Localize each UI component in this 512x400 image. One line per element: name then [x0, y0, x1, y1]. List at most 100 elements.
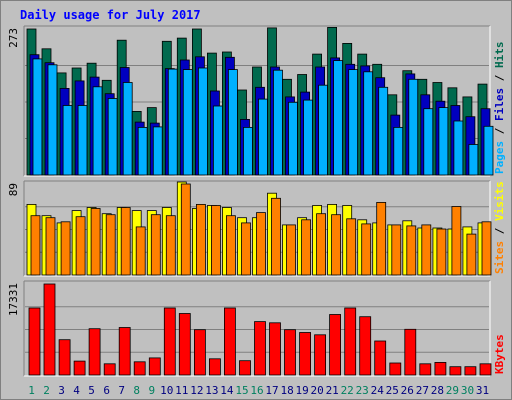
bar-pages-day-22 — [348, 69, 359, 176]
bar-kbytes-day-22 — [344, 307, 357, 376]
bar-sites-day-31 — [481, 221, 492, 276]
bar-sites-day-11 — [180, 183, 191, 276]
bar-kbytes-day-11 — [178, 313, 191, 376]
bar-sites-day-26 — [406, 225, 417, 276]
bar-pages-day-14 — [227, 69, 238, 176]
bar-kbytes-day-15 — [239, 360, 251, 376]
x-tick-label-day-13: 13 — [205, 384, 218, 397]
bar-pages-day-15 — [243, 127, 253, 176]
x-tick-label-day-18: 18 — [280, 384, 293, 397]
bar-kbytes-day-9 — [148, 357, 161, 376]
bar-pages-day-11 — [182, 69, 193, 176]
bar-pages-day-18 — [288, 101, 298, 176]
x-tick-label-day-9: 9 — [148, 384, 155, 397]
bar-pages-day-24 — [378, 86, 389, 176]
bar-sites-day-25 — [391, 224, 402, 276]
panel-bot-max-label: 17331 — [7, 283, 20, 316]
bar-pages-day-26 — [408, 78, 419, 176]
bar-kbytes-day-8 — [133, 361, 146, 376]
bar-sites-day-8 — [135, 226, 146, 276]
bar-sites-day-7 — [120, 207, 131, 276]
x-tick-label-day-8: 8 — [133, 384, 140, 397]
bar-kbytes-day-24 — [374, 340, 387, 376]
bar-pages-day-19 — [303, 99, 314, 176]
legend-separator: / — [493, 121, 506, 141]
legend-visits: Visits — [493, 181, 506, 221]
bar-kbytes-day-14 — [223, 307, 236, 376]
bar-pages-day-30 — [468, 144, 479, 176]
legend-kbytes: KBytes — [493, 334, 506, 374]
bar-kbytes-day-25 — [389, 362, 402, 376]
x-tick-label-day-28: 28 — [431, 384, 444, 397]
x-tick-label-day-4: 4 — [73, 384, 80, 397]
bar-pages-day-13 — [212, 105, 223, 176]
x-tick-label-day-1: 1 — [28, 384, 35, 397]
bar-kbytes-day-27 — [419, 363, 432, 376]
panel-mid-max-label: 89 — [7, 183, 20, 196]
panel-top: 273 Pages / Files / Hits — [7, 25, 506, 177]
bar-kbytes-day-29 — [449, 366, 462, 376]
bar-sites-day-17 — [271, 197, 281, 276]
bar-kbytes-day-19 — [299, 332, 312, 376]
bar-sites-day-30 — [466, 233, 477, 276]
bar-pages-day-2 — [47, 64, 58, 176]
bar-sites-day-1 — [30, 215, 41, 276]
panel-mid: 89 Sites / Visits — [7, 180, 506, 277]
bar-pages-day-6 — [107, 98, 118, 176]
x-tick-label-day-19: 19 — [295, 384, 308, 397]
legend-separator: / — [493, 221, 506, 241]
bar-kbytes-day-28 — [434, 361, 447, 376]
x-tick-label-day-26: 26 — [401, 384, 414, 397]
bar-kbytes-day-3 — [58, 339, 71, 376]
panel-mid-legend: Sites / Visits — [493, 181, 506, 274]
bar-sites-day-6 — [105, 214, 116, 276]
bar-kbytes-day-16 — [254, 321, 266, 376]
bar-kbytes-day-12 — [193, 329, 206, 376]
legend-files: Files — [493, 88, 506, 121]
bar-pages-day-7 — [122, 82, 133, 176]
bar-pages-day-1 — [32, 58, 43, 176]
bar-pages-day-20 — [318, 84, 329, 176]
bar-sites-day-22 — [346, 218, 357, 276]
bar-pages-day-27 — [423, 108, 434, 176]
bar-pages-day-12 — [197, 67, 208, 176]
bar-sites-day-29 — [451, 206, 462, 276]
bar-sites-day-20 — [316, 213, 327, 276]
x-tick-label-day-6: 6 — [103, 384, 110, 397]
bar-kbytes-day-30 — [464, 366, 477, 376]
x-tick-label-day-3: 3 — [58, 384, 65, 397]
bar-kbytes-day-2 — [43, 283, 56, 376]
x-tick-label-day-14: 14 — [220, 384, 234, 397]
x-tick-label-day-7: 7 — [118, 384, 125, 397]
bar-pages-day-9 — [152, 126, 163, 176]
x-tick-label-day-23: 23 — [356, 384, 369, 397]
bar-sites-day-24 — [376, 201, 387, 276]
bar-sites-day-3 — [60, 221, 71, 276]
bar-sites-day-15 — [241, 222, 251, 276]
bar-kbytes-day-5 — [88, 328, 101, 376]
bar-pages-day-28 — [438, 107, 449, 176]
bar-sites-day-14 — [225, 215, 236, 276]
bar-pages-day-8 — [137, 127, 148, 176]
legend-separator: / — [493, 68, 506, 88]
x-tick-label-day-30: 30 — [461, 384, 474, 397]
bar-kbytes-day-7 — [118, 327, 131, 376]
bar-sites-day-4 — [75, 216, 86, 276]
bar-kbytes-day-1 — [28, 307, 41, 376]
bar-sites-day-18 — [286, 224, 296, 276]
bar-pages-day-29 — [453, 120, 464, 176]
bar-sites-day-13 — [210, 205, 221, 276]
x-tick-label-day-29: 29 — [446, 384, 459, 397]
x-tick-label-day-2: 2 — [43, 384, 50, 397]
bar-sites-day-2 — [45, 217, 56, 276]
bar-pages-day-17 — [273, 69, 283, 176]
bar-pages-day-21 — [333, 60, 344, 176]
bar-kbytes-day-13 — [208, 358, 221, 376]
x-tick-label-day-10: 10 — [160, 384, 173, 397]
bar-sites-day-28 — [436, 228, 447, 276]
bar-kbytes-day-18 — [284, 329, 296, 376]
bar-pages-day-10 — [167, 68, 178, 176]
bar-sites-day-23 — [361, 223, 372, 276]
x-tick-label-day-20: 20 — [310, 384, 323, 397]
